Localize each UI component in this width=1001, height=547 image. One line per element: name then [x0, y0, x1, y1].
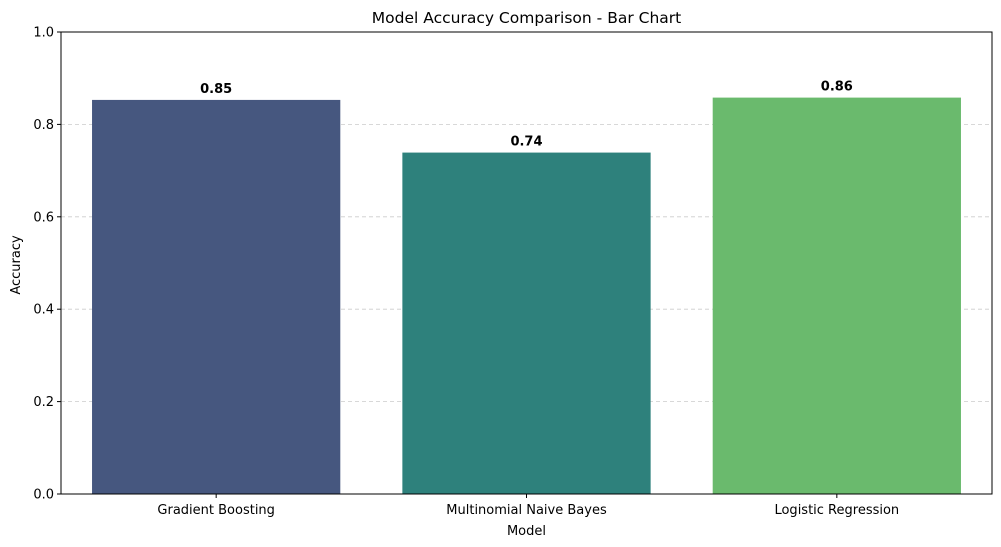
bars — [92, 97, 961, 494]
x-axis-title: Model — [507, 524, 546, 539]
y-tick-label: 1.0 — [33, 26, 54, 41]
x-tick-label: Gradient Boosting — [157, 503, 275, 518]
data-label: 0.85 — [200, 82, 232, 97]
y-axis-title: Accuracy — [9, 235, 24, 295]
data-labels: 0.85 0.74 0.86 — [200, 80, 853, 150]
chart-title: Model Accuracy Comparison - Bar Chart — [372, 9, 681, 27]
bar — [712, 97, 961, 494]
data-label: 0.74 — [510, 135, 542, 150]
y-tick-label: 0.0 — [33, 488, 54, 503]
y-tick-label: 0.6 — [33, 210, 54, 225]
y-tick-label: 0.4 — [33, 303, 54, 318]
data-label: 0.86 — [821, 80, 853, 95]
axes: 0.0 0.2 0.4 0.6 0.8 1.0 Gradient Boosting Multi… — [33, 26, 993, 518]
x-tick-label: Logistic Regression — [774, 503, 899, 518]
bar — [92, 99, 341, 494]
y-tick-label: 0.8 — [33, 118, 54, 133]
y-tick-label: 0.2 — [33, 395, 54, 410]
bar — [402, 152, 651, 494]
x-tick-label: Multinomial Naive Bayes — [446, 503, 607, 518]
